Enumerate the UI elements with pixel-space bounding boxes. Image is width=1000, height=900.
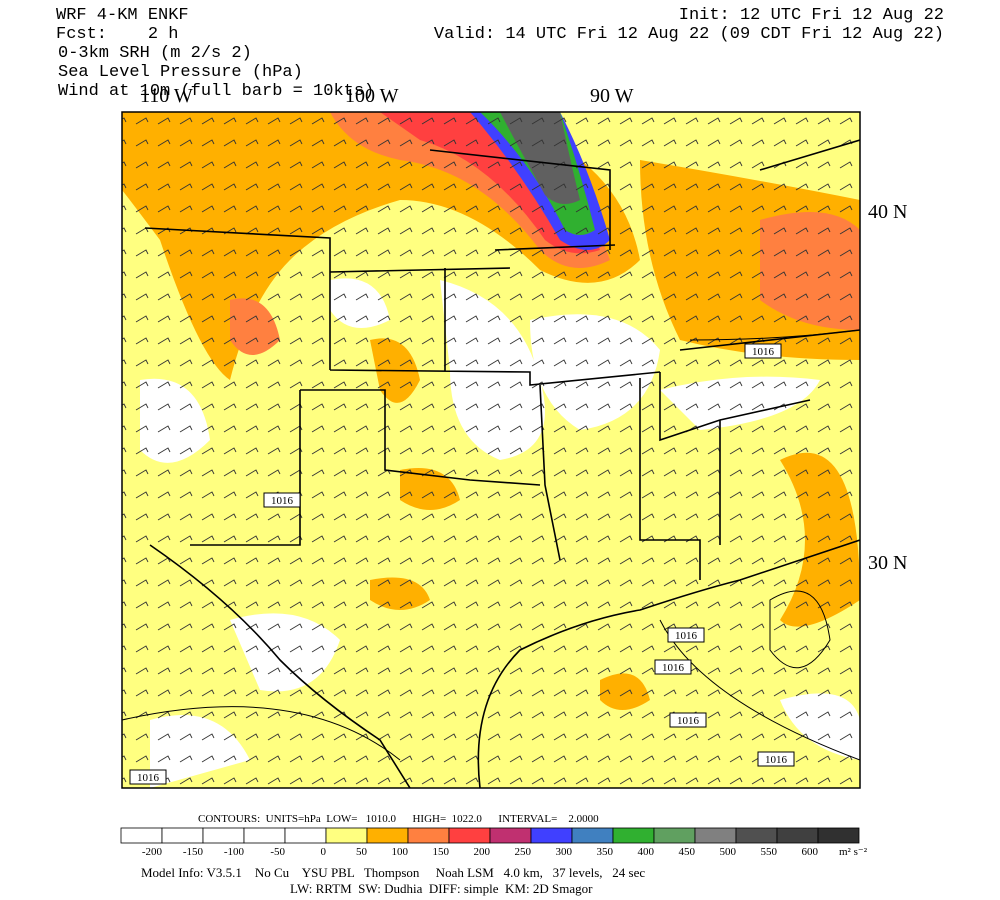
field-label: Wind at 10m (full barb = 10kts) [58,82,374,101]
colorbar-label: 250 [515,846,532,858]
colorbar-label: 0 [321,846,327,858]
colorbar-label: 550 [761,846,778,858]
init-time: Init: 12 UTC Fri 12 Aug 22 [679,6,944,25]
forecast-hour: Fcst: 2 h [56,25,178,44]
pressure-label: 1016 [677,715,700,727]
pressure-label: 1016 [662,662,685,674]
label-box [669,712,707,728]
pressure-label: 1016 [137,772,160,784]
colorbar-label: 150 [433,846,450,858]
label-box [654,659,692,675]
colorbar-label: 500 [720,846,737,858]
colorbar-box [571,827,614,844]
colorbar-box [735,827,778,844]
label-box [129,769,167,785]
latitude-label: 30 N [868,552,907,574]
colorbar-label: -50 [270,846,285,858]
colorbar-box [325,827,368,844]
colorbar-box [366,827,409,844]
colorbar-label: 100 [392,846,409,858]
colorbar-label: -100 [224,846,245,858]
pressure-label: 1016 [765,754,788,766]
colorbar-label: 350 [597,846,614,858]
colorbar-box [817,827,860,844]
wind-barbs [122,112,860,788]
model-info: LW: RRTM SW: Dudhia DIFF: simple KM: 2D … [290,881,593,896]
colorbar-box [489,827,532,844]
colorbar-box [161,827,204,844]
state-boundaries [144,139,860,788]
colorbar-label: 50 [356,846,368,858]
colorbar-box [120,827,163,844]
label-box [744,343,782,359]
model-title: WRF 4-KM ENKF [56,6,189,25]
colorbar-label: 300 [556,846,573,858]
colorbar-units: m² s⁻² [839,846,868,858]
field-label: Sea Level Pressure (hPa) [58,63,303,82]
contour-info: CONTOURS: UNITS=hPa LOW= 1010.0 HIGH= 10… [198,813,599,825]
colorbar: -200 -150 -100 -50 0 50 100 150 200 250 300 350 400 4… [120,827,868,858]
valid-time: Valid: 14 UTC Fri 12 Aug 22 (09 CDT Fri … [434,25,944,44]
pressure-label: 1016 [752,346,775,358]
model-info: Model Info: V3.5.1 No Cu YSU PBL Thompso… [141,865,645,880]
latitude-label: 40 N [868,201,907,223]
colorbar-box [776,827,819,844]
colorbar-label: -150 [183,846,204,858]
pressure-label: 1016 [675,630,698,642]
colorbar-box [612,827,655,844]
longitude-label: 110 W [140,85,193,107]
label-box [263,492,301,508]
map-area [122,112,860,788]
map-frame [121,111,861,789]
pressure-contours [122,329,860,761]
colorbar-box [202,827,245,844]
colorbar-label: -200 [142,846,163,858]
colorbar-box [407,827,450,844]
colorbar-label: 400 [638,846,655,858]
longitude-label: 90 W [590,85,634,107]
colorbar-box [243,827,286,844]
field-label: 0-3km SRH (m 2/s 2) [58,44,252,63]
colorbar-label: 200 [474,846,491,858]
colorbar-label: 450 [679,846,696,858]
colorbar-box [530,827,573,844]
label-box [757,751,795,767]
pressure-label: 1016 [271,495,294,507]
colorbar-box [284,827,327,844]
colorbar-box [694,827,737,844]
label-box [667,627,705,643]
colorbar-box [653,827,696,844]
colorbar-box [448,827,491,844]
colorbar-label: 600 [802,846,819,858]
longitude-label: 100 W [345,85,399,107]
pressure-labels: 1016 1016 1016 1016 1016 1016 1016 [129,343,795,785]
